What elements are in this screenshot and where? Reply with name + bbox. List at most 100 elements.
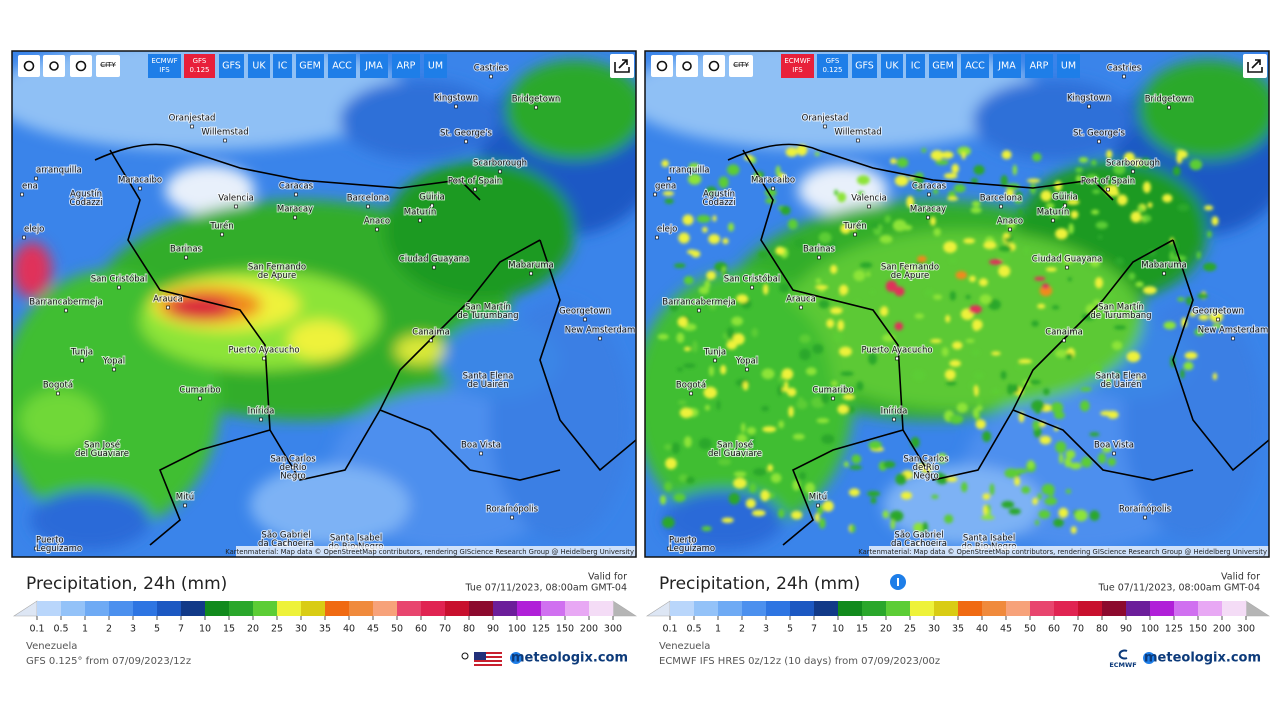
- region: Venezuela: [26, 641, 77, 652]
- city-button[interactable]: [729, 55, 753, 77]
- model-run: ECMWF IFS HRES 0z/12z (10 days) from 07/…: [659, 656, 940, 667]
- scale-tick-label: 15: [223, 624, 235, 635]
- precip-cell: [709, 303, 717, 311]
- precip-cell: [1007, 221, 1016, 230]
- model-button[interactable]: [219, 54, 244, 78]
- model-button-label: IFS: [792, 66, 803, 74]
- city-marker: [1051, 218, 1055, 223]
- model-button-label: IC: [278, 61, 288, 72]
- tool-button[interactable]: [43, 55, 65, 77]
- precip-area: [673, 290, 833, 490]
- precip-cell: [815, 285, 829, 290]
- precip-cell: [1030, 183, 1036, 195]
- city-marker: [697, 308, 701, 313]
- scale-tick-label: 40: [976, 624, 988, 635]
- tool-button[interactable]: [70, 55, 92, 77]
- precip-cell: [912, 369, 926, 381]
- scale-swatch: [742, 601, 767, 616]
- precip-cell: [1172, 166, 1181, 176]
- city-label: Güiria: [419, 193, 444, 203]
- precip-cell: [1090, 159, 1097, 166]
- model-button-label: ACC: [332, 61, 352, 72]
- scale-swatch: [1054, 601, 1079, 616]
- model-button[interactable]: [961, 54, 989, 78]
- precip-cell: [1094, 277, 1104, 289]
- model-button[interactable]: [881, 54, 903, 78]
- model-button[interactable]: [184, 54, 215, 78]
- precip-cell: [1003, 232, 1010, 239]
- precip-cell: [877, 224, 883, 231]
- city-button[interactable]: [96, 55, 120, 77]
- flag-stripe: [474, 662, 502, 664]
- precip-cell: [796, 144, 808, 156]
- city-marker: [667, 176, 671, 181]
- scale-tick-label: 0.1: [29, 624, 44, 635]
- precip-cell: [953, 184, 966, 193]
- city-label: Canaima: [1045, 328, 1083, 338]
- model-button-label: ECMWF: [151, 57, 177, 65]
- city-label: San José: [717, 440, 753, 451]
- scale-tick-label: 300: [604, 624, 622, 635]
- precip-cell: [1109, 314, 1122, 319]
- model-button[interactable]: [1057, 54, 1080, 78]
- model-button[interactable]: [1025, 54, 1053, 78]
- model-button[interactable]: [392, 54, 420, 78]
- city-marker: [291, 465, 295, 470]
- tool-button[interactable]: [676, 55, 698, 77]
- model-button[interactable]: [328, 54, 356, 78]
- precip-cell: [1054, 180, 1063, 192]
- precip-cell: [975, 419, 986, 430]
- model-button[interactable]: [148, 54, 181, 78]
- model-button-label: UK: [885, 61, 899, 72]
- precip-cell: [1106, 189, 1120, 197]
- scale-tick-label: 3: [763, 624, 769, 635]
- model-button[interactable]: [906, 54, 925, 78]
- precip-cell: [1044, 497, 1058, 506]
- precip-cell: [1005, 188, 1014, 198]
- scale-tick-label: 10: [199, 624, 211, 635]
- model-button[interactable]: [817, 54, 848, 78]
- city-marker: [473, 187, 477, 192]
- model-button[interactable]: [296, 54, 324, 78]
- scale-swatch: [910, 601, 935, 616]
- precip-area: [385, 160, 575, 300]
- precip-cell: [1070, 210, 1079, 219]
- city-marker: [771, 186, 775, 191]
- city-label: Santa Isabel: [963, 534, 1015, 544]
- precip-area: [440, 320, 560, 400]
- model-button[interactable]: [852, 54, 877, 78]
- precip-cell: [1038, 509, 1051, 519]
- model-button[interactable]: [248, 54, 270, 78]
- tool-button[interactable]: [651, 55, 673, 77]
- precip-cell: [708, 365, 715, 377]
- model-button[interactable]: [273, 54, 292, 78]
- scale-tick-label: 1: [82, 624, 88, 635]
- model-button[interactable]: [993, 54, 1021, 78]
- city-button-label: CITY: [100, 61, 116, 69]
- scale-tick-label: 7: [811, 624, 817, 635]
- city-label: arranquilla: [36, 166, 82, 176]
- precip-cell: [833, 331, 844, 342]
- model-button-label: JMA: [364, 61, 383, 72]
- precip-cell: [799, 348, 811, 361]
- scale-tick-label: 60: [1048, 624, 1060, 635]
- city-label: São Gabriel: [261, 531, 310, 541]
- city-marker: [799, 305, 803, 310]
- attribution: Kartenmaterial: Map data © OpenStreetMap…: [225, 548, 634, 556]
- model-button[interactable]: [781, 54, 814, 78]
- precip-cell: [702, 226, 708, 233]
- city-marker: [489, 74, 493, 79]
- precip-cell: [955, 270, 968, 280]
- precip-cell: [1211, 323, 1223, 329]
- precip-cell: [745, 498, 756, 509]
- city-label: Maturín: [404, 208, 437, 218]
- model-button[interactable]: [360, 54, 388, 78]
- city-marker: [926, 215, 930, 220]
- city-label: Valencia: [851, 194, 887, 204]
- model-button[interactable]: [929, 54, 957, 78]
- precip-cell: [696, 214, 711, 223]
- model-button[interactable]: [424, 54, 447, 78]
- tool-button[interactable]: [18, 55, 40, 77]
- precip-cell: [1105, 376, 1112, 388]
- tool-button[interactable]: [703, 55, 725, 77]
